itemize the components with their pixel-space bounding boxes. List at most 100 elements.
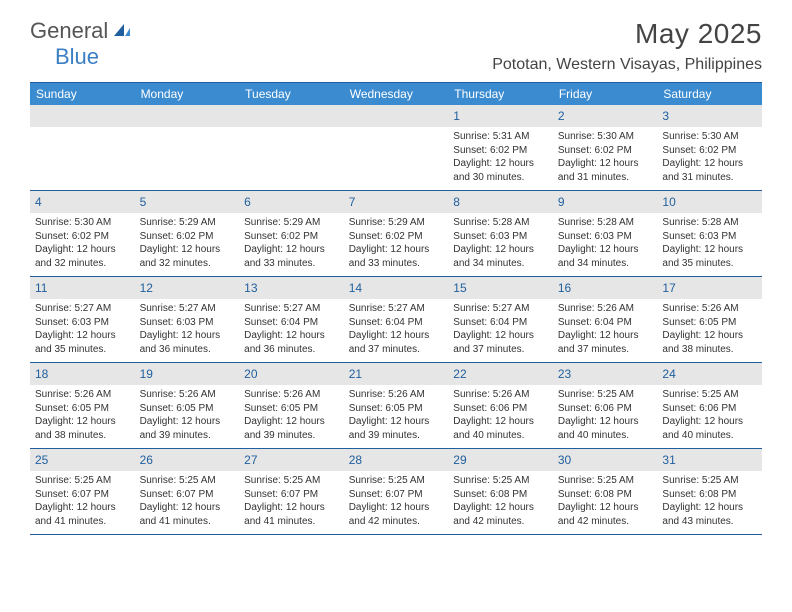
- dow-friday: Friday: [553, 83, 658, 105]
- date-strip: 14: [344, 277, 449, 299]
- sunrise: Sunrise: 5:25 AM: [140, 474, 235, 488]
- sunset: Sunset: 6:02 PM: [662, 144, 757, 158]
- daylight: Daylight: 12 hours and 42 minutes.: [453, 501, 548, 528]
- day-info: Sunrise: 5:30 AMSunset: 6:02 PMDaylight:…: [35, 216, 130, 270]
- calendar: Sunday Monday Tuesday Wednesday Thursday…: [30, 82, 762, 535]
- daylight: Daylight: 12 hours and 36 minutes.: [244, 329, 339, 356]
- sunset: Sunset: 6:02 PM: [244, 230, 339, 244]
- day-cell: 25 Sunrise: 5:25 AMSunset: 6:07 PMDayligh…: [30, 449, 135, 534]
- date-strip: [30, 105, 135, 127]
- day-cell: 27Sunrise: 5:25 AMSunset: 6:07 PMDayligh…: [239, 449, 344, 534]
- sunset: Sunset: 6:05 PM: [349, 402, 444, 416]
- sunset: Sunset: 6:02 PM: [349, 230, 444, 244]
- sunrise: Sunrise: 5:26 AM: [453, 388, 548, 402]
- date-strip: 29: [448, 449, 553, 471]
- date-strip: 22: [448, 363, 553, 385]
- date-number: 23: [558, 367, 571, 381]
- day-of-week-row: Sunday Monday Tuesday Wednesday Thursday…: [30, 83, 762, 105]
- date-strip: [344, 105, 449, 127]
- date-strip: 17: [657, 277, 762, 299]
- date-number: 20: [244, 367, 257, 381]
- daylight: Daylight: 12 hours and 35 minutes.: [35, 329, 130, 356]
- daylight: Daylight: 12 hours and 35 minutes.: [662, 243, 757, 270]
- day-cell: 18Sunrise: 5:26 AMSunset: 6:05 PMDayligh…: [30, 363, 135, 448]
- day-info: Sunrise: 5:26 AMSunset: 6:05 PMDaylight:…: [35, 388, 130, 442]
- sunset: Sunset: 6:07 PM: [244, 488, 339, 502]
- daylight: Daylight: 12 hours and 33 minutes.: [349, 243, 444, 270]
- date-strip: 8: [448, 191, 553, 213]
- day-info: Sunrise: 5:30 AMSunset: 6:02 PMDaylight:…: [662, 130, 757, 184]
- week-row: 11Sunrise: 5:27 AMSunset: 6:03 PMDayligh…: [30, 277, 762, 363]
- daylight: Daylight: 12 hours and 41 minutes.: [35, 501, 130, 528]
- date-number: 1: [453, 109, 460, 123]
- date-strip: 13: [239, 277, 344, 299]
- date-number: 25: [35, 453, 48, 467]
- sunrise: Sunrise: 5:26 AM: [35, 388, 130, 402]
- date-strip: 2: [553, 105, 658, 127]
- sunrise: Sunrise: 5:25 AM: [349, 474, 444, 488]
- sunrise: Sunrise: 5:29 AM: [244, 216, 339, 230]
- daylight: Daylight: 12 hours and 32 minutes.: [35, 243, 130, 270]
- sunrise: Sunrise: 5:25 AM: [244, 474, 339, 488]
- day-info: Sunrise: 5:25 AMSunset: 6:08 PMDaylight:…: [453, 474, 548, 528]
- date-number: 16: [558, 281, 571, 295]
- daylight: Daylight: 12 hours and 41 minutes.: [140, 501, 235, 528]
- date-number: 15: [453, 281, 466, 295]
- logo-text-blue: Blue: [55, 44, 99, 69]
- sunrise: Sunrise: 5:27 AM: [349, 302, 444, 316]
- sail-icon: [112, 22, 132, 43]
- day-cell: 5Sunrise: 5:29 AMSunset: 6:02 PMDaylight…: [135, 191, 240, 276]
- sunrise: Sunrise: 5:27 AM: [244, 302, 339, 316]
- date-number: 14: [349, 281, 362, 295]
- day-info: Sunrise: 5:25 AMSunset: 6:07 PMDaylight:…: [140, 474, 235, 528]
- date-strip: [135, 105, 240, 127]
- day-cell: 22 Sunrise: 5:26 AMSunset: 6:06 PMDayligh…: [448, 363, 553, 448]
- sunset: Sunset: 6:08 PM: [662, 488, 757, 502]
- sunset: Sunset: 6:02 PM: [140, 230, 235, 244]
- day-info: Sunrise: 5:25 AMSunset: 6:08 PMDaylight:…: [662, 474, 757, 528]
- sunset: Sunset: 6:03 PM: [453, 230, 548, 244]
- sunset: Sunset: 6:06 PM: [558, 402, 653, 416]
- date-number: 22: [453, 367, 466, 381]
- dow-sunday: Sunday: [30, 83, 135, 105]
- sunrise: Sunrise: 5:28 AM: [662, 216, 757, 230]
- sunset: Sunset: 6:03 PM: [35, 316, 130, 330]
- date-number: 6: [244, 195, 251, 209]
- day-info: Sunrise: 5:27 AMSunset: 6:04 PMDaylight:…: [453, 302, 548, 356]
- sunset: Sunset: 6:03 PM: [662, 230, 757, 244]
- daylight: Daylight: 12 hours and 34 minutes.: [558, 243, 653, 270]
- date-strip: [239, 105, 344, 127]
- day-cell: 17Sunrise: 5:26 AMSunset: 6:05 PMDayligh…: [657, 277, 762, 362]
- sunrise: Sunrise: 5:29 AM: [140, 216, 235, 230]
- sunrise: Sunrise: 5:28 AM: [453, 216, 548, 230]
- daylight: Daylight: 12 hours and 37 minutes.: [558, 329, 653, 356]
- logo-text-general: General: [30, 18, 108, 44]
- dow-monday: Monday: [135, 83, 240, 105]
- day-info: Sunrise: 5:26 AMSunset: 6:06 PMDaylight:…: [453, 388, 548, 442]
- day-cell: 28Sunrise: 5:25 AMSunset: 6:07 PMDayligh…: [344, 449, 449, 534]
- date-strip: 9: [553, 191, 658, 213]
- daylight: Daylight: 12 hours and 39 minutes.: [140, 415, 235, 442]
- date-strip: 12: [135, 277, 240, 299]
- daylight: Daylight: 12 hours and 33 minutes.: [244, 243, 339, 270]
- date-number: 27: [244, 453, 257, 467]
- daylight: Daylight: 12 hours and 38 minutes.: [35, 415, 130, 442]
- day-cell: 10 Sunrise: 5:28 AMSunset: 6:03 PMDayligh…: [657, 191, 762, 276]
- sunset: Sunset: 6:05 PM: [244, 402, 339, 416]
- daylight: Daylight: 12 hours and 31 minutes.: [662, 157, 757, 184]
- sunrise: Sunrise: 5:25 AM: [35, 474, 130, 488]
- weeks-container: 1Sunrise: 5:31 AMSunset: 6:02 PMDaylight…: [30, 105, 762, 535]
- sunrise: Sunrise: 5:25 AM: [662, 474, 757, 488]
- day-info: Sunrise: 5:26 AMSunset: 6:05 PMDaylight:…: [244, 388, 339, 442]
- sunset: Sunset: 6:07 PM: [35, 488, 130, 502]
- day-cell: 2Sunrise: 5:30 AMSunset: 6:02 PMDaylight…: [553, 105, 658, 190]
- date-number: 24: [662, 367, 675, 381]
- date-strip: 1: [448, 105, 553, 127]
- date-number: 8: [453, 195, 460, 209]
- dow-tuesday: Tuesday: [239, 83, 344, 105]
- date-number: 9: [558, 195, 565, 209]
- date-number: 10: [662, 195, 675, 209]
- day-cell: 11Sunrise: 5:27 AMSunset: 6:03 PMDayligh…: [30, 277, 135, 362]
- daylight: Daylight: 12 hours and 40 minutes.: [453, 415, 548, 442]
- sunrise: Sunrise: 5:25 AM: [558, 388, 653, 402]
